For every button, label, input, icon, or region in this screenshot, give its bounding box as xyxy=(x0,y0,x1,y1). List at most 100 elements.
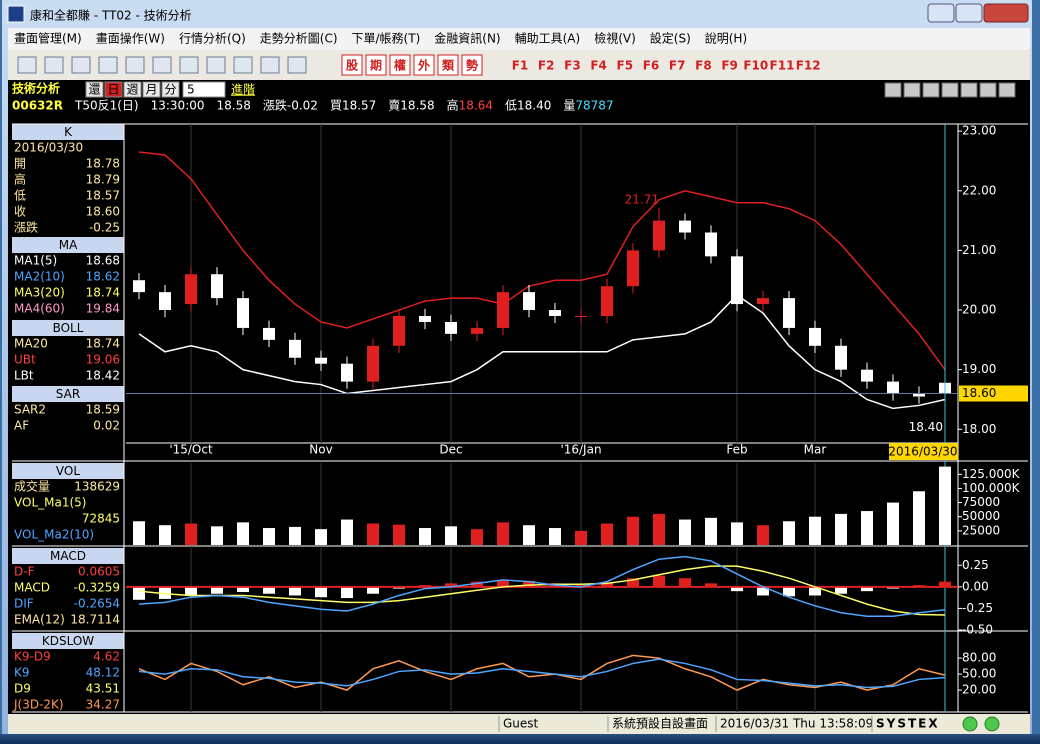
period-button[interactable] xyxy=(142,81,161,98)
oscillator-bar xyxy=(705,583,717,587)
function-key[interactable]: F6 xyxy=(643,59,660,73)
period-button[interactable] xyxy=(85,81,104,98)
function-key[interactable]: F2 xyxy=(538,59,555,73)
menu-item[interactable]: 輔助工具(A) xyxy=(515,32,581,46)
maximize-button[interactable] xyxy=(955,3,983,23)
menu-item[interactable]: 檢視(V) xyxy=(594,31,636,46)
volume-bar xyxy=(523,525,535,545)
tool-icon[interactable] xyxy=(17,56,37,74)
menu-item[interactable]: 畫面操作(W) xyxy=(96,31,165,46)
quote-field: 78787 xyxy=(575,99,613,113)
market-button-label[interactable]: 股 xyxy=(346,58,359,73)
tool-icon[interactable] xyxy=(179,56,199,74)
view-icon[interactable] xyxy=(884,82,902,98)
panel-header xyxy=(12,320,124,336)
period-button[interactable] xyxy=(161,81,180,98)
period-dropdown[interactable] xyxy=(182,81,226,98)
period-value[interactable]: 5 xyxy=(187,83,195,97)
function-key[interactable]: F8 xyxy=(695,59,712,73)
y-tick-label: 50.00 xyxy=(962,667,996,681)
menu-item[interactable]: 金融資訊(N) xyxy=(434,31,500,46)
oscillator-bar xyxy=(289,586,301,596)
volume-bar xyxy=(211,526,223,545)
function-key[interactable]: F9 xyxy=(721,59,738,73)
market-button[interactable] xyxy=(461,54,483,76)
function-key[interactable]: F12 xyxy=(796,59,821,73)
function-key[interactable]: F10 xyxy=(743,59,768,73)
period-button-label[interactable]: 週 xyxy=(126,83,138,97)
y-tick-label: 21.00 xyxy=(962,243,996,257)
view-icon[interactable] xyxy=(998,82,1016,98)
period-button-label[interactable]: 還 xyxy=(88,83,100,97)
oscillator-bar xyxy=(861,586,873,592)
indicator-value: 18.62 xyxy=(86,270,120,284)
volume-bar xyxy=(159,525,171,545)
menu-item[interactable]: 下單/帳務(T) xyxy=(352,32,421,46)
market-button-label[interactable]: 期 xyxy=(370,58,382,73)
oscillator-bar xyxy=(315,586,327,598)
indicator-label: VOL_Ma1(5) xyxy=(14,496,86,510)
market-button[interactable] xyxy=(365,54,387,76)
volume-bar xyxy=(549,528,561,545)
market-button-label[interactable]: 外 xyxy=(418,58,430,73)
function-key[interactable]: F4 xyxy=(590,59,607,73)
tool-icon[interactable] xyxy=(152,56,172,74)
view-icon[interactable] xyxy=(941,82,959,98)
indicator-label: 低 xyxy=(14,189,26,203)
market-button-label[interactable]: 勢 xyxy=(466,58,478,73)
candle-body xyxy=(341,363,353,382)
close-button[interactable] xyxy=(983,3,1029,23)
view-icon[interactable] xyxy=(903,82,921,98)
period-button-label[interactable]: 日 xyxy=(107,83,119,97)
market-button[interactable] xyxy=(341,54,363,76)
view-icon[interactable] xyxy=(922,82,940,98)
menu-item[interactable]: 說明(H) xyxy=(705,31,747,46)
y-tick-label: -0.50 xyxy=(962,623,993,637)
tool-icon[interactable] xyxy=(260,56,280,74)
indicator-label: 漲跌 xyxy=(14,220,38,235)
period-button-label[interactable]: 月 xyxy=(145,83,157,97)
indicator-label: D-F xyxy=(14,565,35,579)
indicator-label: LBt xyxy=(14,369,34,383)
candle-body xyxy=(809,327,821,346)
market-button[interactable] xyxy=(413,54,435,76)
volume-bar xyxy=(809,516,821,545)
tool-icon[interactable] xyxy=(206,56,226,74)
period-button[interactable] xyxy=(104,81,123,98)
minimize-button[interactable] xyxy=(927,3,955,23)
advanced-link[interactable]: 進階 xyxy=(231,82,255,97)
tool-icon[interactable] xyxy=(71,56,91,74)
period-button-label[interactable]: 分 xyxy=(164,83,176,97)
market-button[interactable] xyxy=(437,54,459,76)
y-tick-label: 23.00 xyxy=(962,124,996,138)
market-button-label[interactable]: 權 xyxy=(394,58,406,73)
quote-field: 18.58 xyxy=(217,99,251,113)
market-button-label[interactable]: 類 xyxy=(441,58,455,73)
market-button[interactable] xyxy=(389,54,411,76)
menu-item[interactable]: 行情分析(Q) xyxy=(179,32,246,46)
candle-body xyxy=(263,327,275,340)
tool-icon[interactable] xyxy=(44,56,64,74)
function-key[interactable]: F3 xyxy=(564,59,581,73)
tool-icon[interactable] xyxy=(233,56,253,74)
function-key[interactable]: F1 xyxy=(512,59,529,73)
tool-icon[interactable] xyxy=(125,56,145,74)
function-key[interactable]: F11 xyxy=(770,59,795,73)
candle-body xyxy=(185,274,197,305)
menu-item[interactable]: 走勢分析圖(C) xyxy=(260,31,338,46)
indicator-value: -0.25 xyxy=(89,221,120,235)
volume-bar xyxy=(237,522,249,545)
panel-title: BOLL xyxy=(53,321,84,335)
oscillator-bar xyxy=(211,586,223,594)
indicator-value: 72845 xyxy=(82,512,120,526)
tool-icon[interactable] xyxy=(287,56,307,74)
menu-item[interactable]: 設定(S) xyxy=(650,31,691,46)
function-key[interactable]: F7 xyxy=(669,59,686,73)
view-icon[interactable] xyxy=(960,82,978,98)
panel-title: MA xyxy=(59,238,78,252)
tool-icon[interactable] xyxy=(98,56,118,74)
period-button[interactable] xyxy=(123,81,142,98)
view-icon[interactable] xyxy=(979,82,997,98)
menu-item[interactable]: 畫面管理(M) xyxy=(14,31,82,46)
function-key[interactable]: F5 xyxy=(617,59,634,73)
